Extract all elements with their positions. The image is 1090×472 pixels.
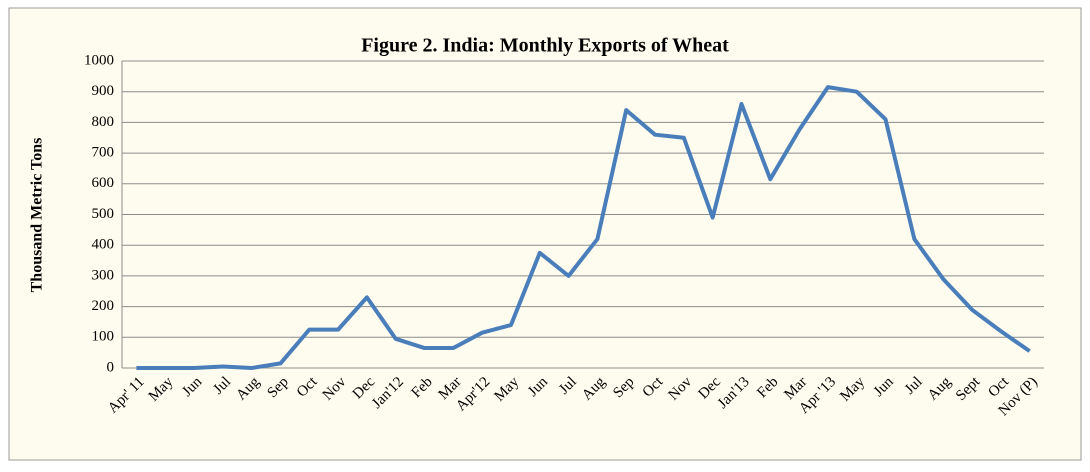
line-series bbox=[136, 85, 1031, 370]
y-tick-label: 100 bbox=[92, 329, 115, 345]
y-tick-label: 700 bbox=[92, 145, 115, 161]
y-tick-label: 1000 bbox=[84, 52, 114, 68]
y-tick-label: 400 bbox=[92, 237, 115, 253]
y-tick-label: 200 bbox=[92, 298, 115, 314]
y-tick-label: 300 bbox=[92, 267, 115, 283]
chart-frame bbox=[8, 7, 1082, 461]
y-tick-label: 900 bbox=[92, 83, 115, 99]
chart-title: Figure 2. India: Monthly Exports of Whea… bbox=[361, 35, 729, 57]
y-axis-label: Thousand Metric Tons bbox=[29, 138, 46, 293]
y-tick-label: 500 bbox=[92, 206, 115, 222]
y-tick-label: 0 bbox=[107, 359, 115, 375]
y-tick-label: 800 bbox=[92, 114, 115, 130]
y-tick-label: 600 bbox=[92, 175, 115, 191]
